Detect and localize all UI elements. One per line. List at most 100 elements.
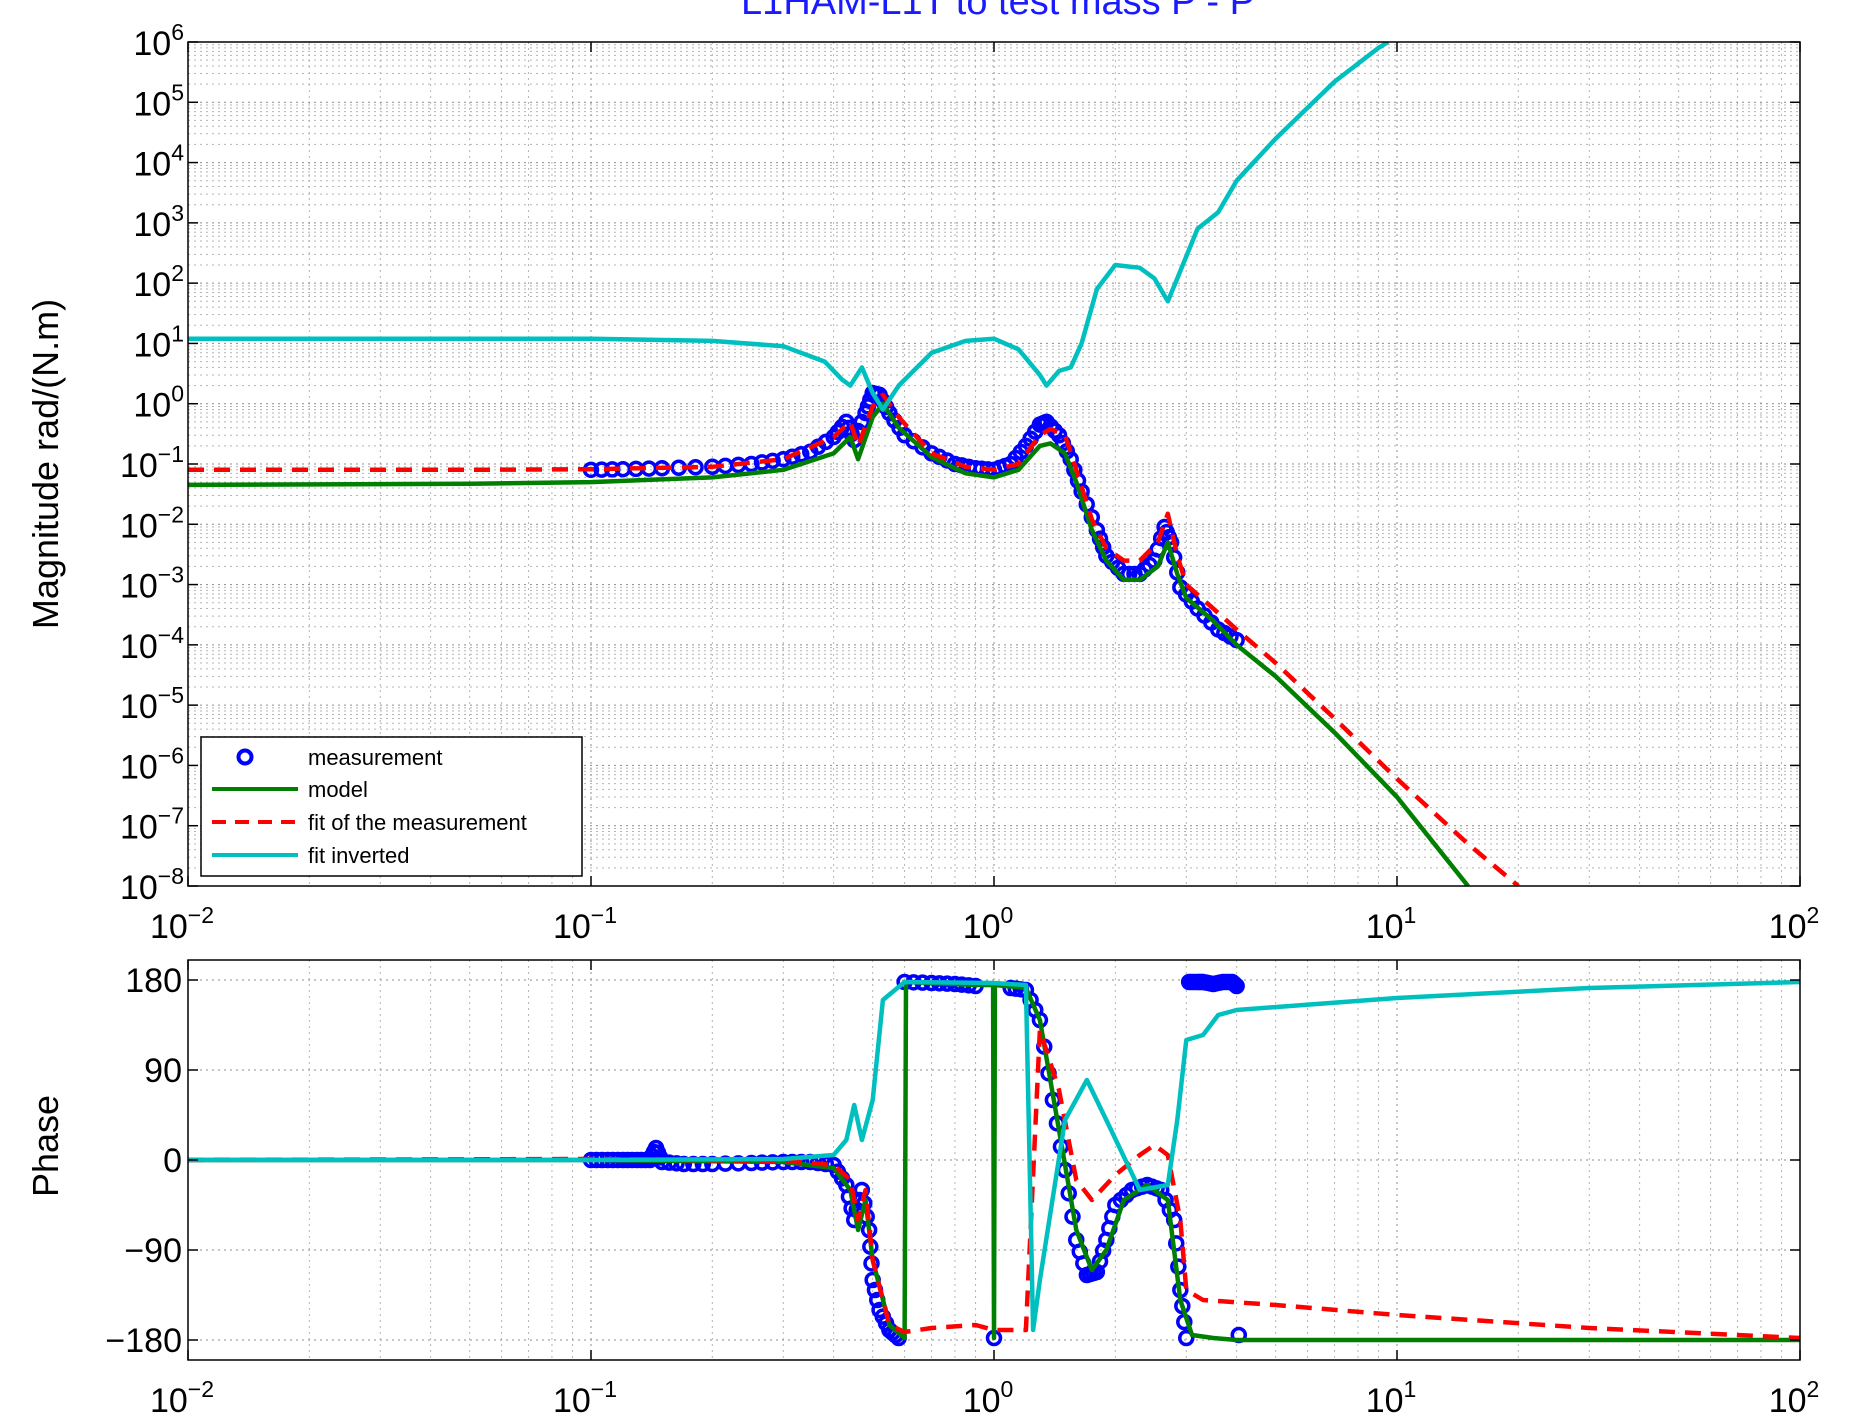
magnitude-x-tick-label: 10−2 bbox=[150, 902, 214, 946]
magnitude-line-fit-of-the-measurement bbox=[188, 392, 1520, 886]
magnitude-y-tick-label: 101 bbox=[133, 320, 184, 364]
magnitude-point-measurement bbox=[775, 450, 792, 468]
magnitude-y-tick-label: 104 bbox=[133, 140, 184, 184]
magnitude-ticks: 10−2 10−1 100 101 10210−810−710−610−510−410−… bbox=[120, 19, 1819, 946]
magnitude-x-tick-label-base: 10 bbox=[963, 908, 1001, 946]
magnitude-y-tick-label: 102 bbox=[133, 260, 184, 304]
phase-y-tick-label: 90 bbox=[144, 1052, 182, 1090]
phase-x-tick-label-exponent: 1 bbox=[1404, 1376, 1417, 1402]
magnitude-x-tick-label-base: 10 bbox=[553, 908, 591, 946]
magnitude-y-tick-label-base: 10 bbox=[120, 688, 158, 726]
magnitude-y-tick-label-exponent: −5 bbox=[158, 682, 184, 708]
magnitude-y-tick-label-base: 10 bbox=[120, 568, 158, 606]
magnitude-x-tick-label-exponent: 2 bbox=[1807, 902, 1820, 928]
phase-x-tick-label: 100 bbox=[963, 1376, 1014, 1418]
magnitude-x-tick-label: 102 bbox=[1769, 902, 1820, 946]
magnitude-x-tick-label: 101 bbox=[1366, 902, 1417, 946]
magnitude-y-tick-label-exponent: −1 bbox=[158, 441, 184, 467]
magnitude-x-tick-label: 10−1 bbox=[553, 902, 617, 946]
phase-x-tick-label-base: 10 bbox=[963, 1382, 1001, 1418]
legend-entry-fit-inverted: fit inverted bbox=[212, 843, 410, 868]
magnitude-x-tick-label-base: 10 bbox=[1769, 908, 1807, 946]
phase-series-group bbox=[188, 973, 1800, 1347]
phase-x-tick-label-base: 10 bbox=[150, 1382, 188, 1418]
phase-x-tick-label: 102 bbox=[1769, 1376, 1820, 1418]
magnitude-y-tick-label-exponent: 2 bbox=[171, 260, 184, 286]
legend-label-fit: fit of the measurement bbox=[308, 810, 527, 835]
phase-y-tick-label: 0 bbox=[163, 1142, 182, 1180]
magnitude-y-tick-label-base: 10 bbox=[133, 266, 171, 304]
magnitude-y-tick-label-exponent: −7 bbox=[158, 803, 184, 829]
magnitude-y-tick-label: 10−3 bbox=[120, 562, 184, 606]
magnitude-y-axis-label: Magnitude rad/(N.m) bbox=[25, 299, 66, 629]
phase-x-tick-label: 10−2 bbox=[150, 1376, 214, 1418]
phase-point-measurement bbox=[668, 1155, 685, 1172]
magnitude-y-tick-label-base: 10 bbox=[133, 85, 171, 123]
magnitude-plot: 10−2 10−1 100 101 10210−810−710−610−510−410−… bbox=[25, 19, 1819, 946]
magnitude-y-tick-label-base: 10 bbox=[133, 25, 171, 63]
chart-title: L1HAM-L1T to test mass P - P bbox=[741, 0, 1255, 23]
magnitude-series-group bbox=[188, 42, 1520, 886]
phase-y-axis-label: Phase bbox=[25, 1095, 66, 1197]
magnitude-y-tick-label-exponent: −4 bbox=[158, 622, 184, 648]
magnitude-y-tick-label: 10−8 bbox=[120, 863, 184, 907]
phase-y-tick-label: −180 bbox=[105, 1322, 182, 1360]
phase-x-tick-label-exponent: −2 bbox=[188, 1376, 214, 1402]
magnitude-y-tick-label-exponent: −2 bbox=[158, 501, 184, 527]
magnitude-y-tick-label: 10−7 bbox=[120, 803, 184, 847]
legend-entry-measurement: measurement bbox=[236, 745, 443, 770]
phase-point-measurement bbox=[1165, 1211, 1183, 1229]
magnitude-y-tick-label-base: 10 bbox=[120, 447, 158, 485]
phase-line-fit-inverted bbox=[188, 979, 1800, 1333]
magnitude-y-tick-label: 105 bbox=[133, 79, 184, 123]
magnitude-y-tick-label-base: 10 bbox=[133, 146, 171, 184]
magnitude-y-tick-label-exponent: 1 bbox=[171, 320, 184, 346]
magnitude-y-tick-label-exponent: −8 bbox=[158, 863, 184, 889]
legend: measurement model fit of the measurement… bbox=[200, 736, 583, 877]
magnitude-grid bbox=[188, 42, 1800, 886]
magnitude-y-tick-label-exponent: 5 bbox=[171, 79, 184, 105]
legend-box bbox=[200, 736, 583, 877]
legend-label-fit-inverted: fit inverted bbox=[308, 843, 410, 868]
magnitude-y-tick-label-base: 10 bbox=[120, 869, 158, 907]
magnitude-y-tick-label: 10−6 bbox=[120, 742, 184, 786]
phase-x-tick-label-base: 10 bbox=[553, 1382, 591, 1418]
magnitude-point-measurement bbox=[1050, 426, 1068, 444]
magnitude-y-tick-label-base: 10 bbox=[133, 206, 171, 244]
magnitude-y-tick-label: 10−1 bbox=[120, 441, 184, 485]
phase-x-tick-label: 10−1 bbox=[553, 1376, 617, 1418]
magnitude-y-tick-label: 106 bbox=[133, 19, 184, 63]
magnitude-x-tick-label-base: 10 bbox=[1366, 908, 1404, 946]
phase-point-measurement bbox=[1178, 1329, 1195, 1347]
phase-x-tick-label-base: 10 bbox=[1366, 1382, 1404, 1418]
phase-x-tick-label: 101 bbox=[1366, 1376, 1417, 1418]
magnitude-point-measurement bbox=[853, 413, 871, 431]
legend-entry-fit: fit of the measurement bbox=[212, 810, 527, 835]
magnitude-y-tick-label-base: 10 bbox=[120, 628, 158, 666]
magnitude-y-tick-label-base: 10 bbox=[133, 326, 171, 364]
magnitude-line-model bbox=[188, 401, 1470, 886]
legend-entry-model: model bbox=[212, 777, 368, 802]
phase-y-tick-label: −90 bbox=[124, 1232, 182, 1270]
magnitude-y-tick-label-exponent: −3 bbox=[158, 562, 184, 588]
phase-x-tick-label-exponent: −1 bbox=[591, 1376, 617, 1402]
magnitude-y-tick-label-exponent: 4 bbox=[171, 140, 184, 166]
magnitude-y-tick-label: 10−5 bbox=[120, 682, 184, 726]
magnitude-y-tick-label-base: 10 bbox=[120, 507, 158, 545]
legend-label-measurement: measurement bbox=[308, 745, 443, 770]
magnitude-x-tick-label-base: 10 bbox=[150, 908, 188, 946]
phase-y-tick-label: 180 bbox=[125, 962, 182, 1000]
phase-x-tick-label-exponent: 2 bbox=[1807, 1376, 1820, 1402]
magnitude-y-tick-label: 100 bbox=[133, 381, 184, 425]
magnitude-y-tick-label: 10−2 bbox=[120, 501, 184, 545]
magnitude-y-tick-label: 103 bbox=[133, 200, 184, 244]
magnitude-y-tick-label: 10−4 bbox=[120, 622, 184, 666]
legend-label-model: model bbox=[308, 777, 368, 802]
magnitude-x-tick-label-exponent: 0 bbox=[1001, 902, 1014, 928]
magnitude-line-fit-inverted bbox=[188, 42, 1390, 412]
magnitude-y-tick-label-base: 10 bbox=[120, 809, 158, 847]
magnitude-x-tick-label-exponent: −1 bbox=[591, 902, 617, 928]
